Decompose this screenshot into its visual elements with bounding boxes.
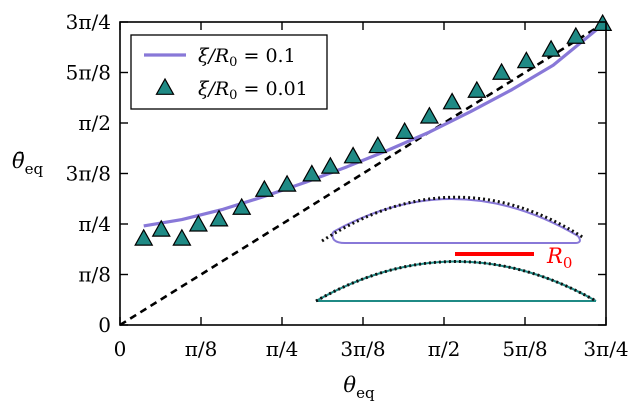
legend: ξ/R0 = 0.1ξ/R0 = 0.01 [130, 34, 328, 110]
x-tick-labels: 0 π/8 π/4 3π/8 π/2 5π/8 3π/4 [114, 337, 629, 361]
y-tick-label: 0 [98, 313, 111, 337]
droplet-contour-xi-0.1 [331, 231, 581, 244]
x-tick-label: π/4 [266, 337, 299, 361]
x-tick-label: π/2 [428, 337, 461, 361]
data-point-triangle [395, 121, 415, 140]
x-tick-label: 5π/8 [502, 337, 547, 361]
x-axis-label-symbol: θ [343, 373, 356, 397]
data-point-triangle [172, 228, 192, 246]
data-point-triangle [541, 39, 561, 57]
series-layer [119, 13, 613, 327]
droplet-fit-dotted-upper [321, 195, 585, 243]
data-point-triangle [302, 164, 322, 182]
x-axis-label: θeq [343, 373, 375, 402]
legend-label-subscript: 0 [229, 55, 237, 70]
data-point-triangle [232, 197, 252, 215]
legend-label-value: = 0.1 [237, 45, 295, 67]
data-point-triangle [277, 174, 297, 192]
legend-label-subscript: 0 [229, 88, 237, 103]
r0-label: R0 [546, 244, 572, 272]
data-point-triangle [320, 156, 340, 174]
y-axis-label-symbol: θ̄ [12, 149, 25, 173]
x-tick-label: 0 [114, 337, 127, 361]
data-point-triangle [343, 146, 363, 164]
data-point-triangle [419, 106, 439, 124]
legend-swatch-triangle [155, 77, 175, 95]
data-point-triangle [254, 179, 274, 197]
y-axis-label: θ̄eq [12, 149, 44, 178]
data-point-triangle [151, 219, 171, 237]
y-tick-label: 5π/8 [66, 60, 111, 84]
legend-label: ξ/R0 = 0.01 [198, 78, 308, 103]
x-tick-label: π/8 [185, 337, 218, 361]
r0-label-symbol: R [546, 244, 563, 268]
legend-label: ξ/R0 = 0.1 [198, 45, 296, 70]
data-point-triangle [566, 26, 586, 44]
droplet-fit-dotted-lower [315, 260, 597, 303]
data-point-triangle [368, 136, 388, 154]
x-axis-label-subscript: eq [356, 384, 375, 402]
data-point-triangle [188, 214, 208, 232]
data-point-triangle [516, 51, 536, 69]
droplet-inset: R0 [315, 195, 597, 303]
legend-box [130, 34, 328, 110]
series-line-xi-0.1 [143, 20, 607, 228]
plot-frame [119, 21, 607, 326]
legend-label-value: = 0.01 [237, 78, 307, 100]
legend-label-part: ξ/R [198, 78, 229, 100]
data-point-triangle [442, 92, 462, 110]
x-tick-label: 3π/8 [340, 337, 385, 361]
y-tick-label: π/8 [78, 262, 111, 286]
y-tick-label: 3π/8 [66, 161, 111, 185]
y-tick-label: π/4 [78, 212, 111, 236]
data-point-triangle [134, 228, 154, 246]
r0-label-subscript: 0 [563, 254, 573, 272]
y-tick-label: 3π/4 [66, 10, 111, 34]
data-point-triangle [492, 62, 512, 80]
data-point-triangle [209, 209, 229, 227]
droplet-cap-xi-0.1 [332, 198, 579, 237]
y-tick-label: π/2 [78, 111, 111, 135]
legend-label-part: ξ/R [198, 45, 229, 67]
x-tick-label: 3π/4 [583, 337, 628, 361]
data-point-triangle [467, 80, 487, 98]
y-axis-label-subscript: eq [25, 160, 44, 178]
y-tick-labels: 0 π/8 π/4 3π/8 π/2 5π/8 3π/4 [66, 10, 111, 337]
